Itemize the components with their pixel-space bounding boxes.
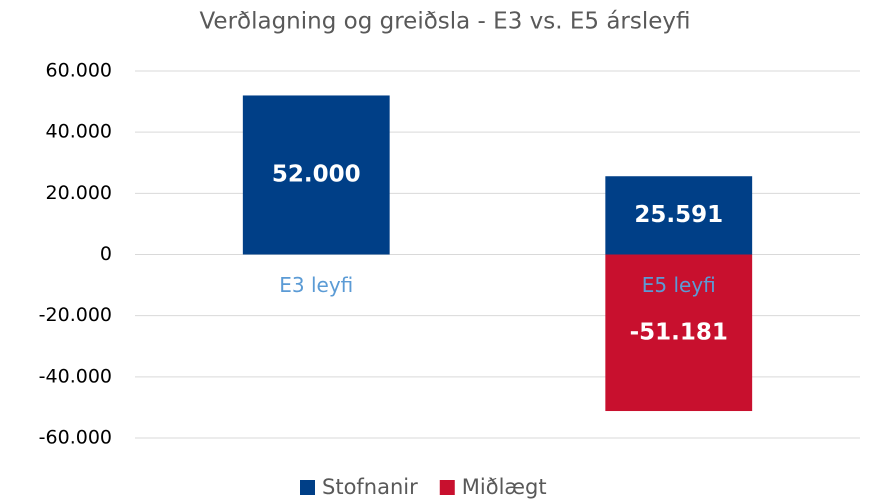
data-label: 52.000 [272,161,361,187]
x-tick-label: E3 leyfi [279,273,353,297]
y-tick-label: 0 [100,243,112,265]
y-tick-label: -60.000 [39,427,112,449]
bar-segment [605,176,753,255]
y-tick-label: 40.000 [46,121,112,143]
bar-segment [242,95,390,255]
data-label: -51.181 [630,319,728,345]
y-tick-label: -40.000 [39,365,112,387]
data-label: 25.591 [634,202,723,228]
y-tick-label: -20.000 [39,304,112,326]
legend-label: Miðlægt [462,475,547,499]
y-tick-label: 20.000 [46,182,112,204]
x-tick-label: E5 leyfi [642,273,716,297]
y-tick-label: 60.000 [46,60,112,82]
legend-swatch [300,480,315,495]
legend-swatch [439,480,455,495]
bar-segment [605,254,753,412]
chart-title: Verðlagning og greiðsla - E3 vs. E5 ársl… [199,9,690,35]
legend-label: Stofnanir [322,475,418,499]
